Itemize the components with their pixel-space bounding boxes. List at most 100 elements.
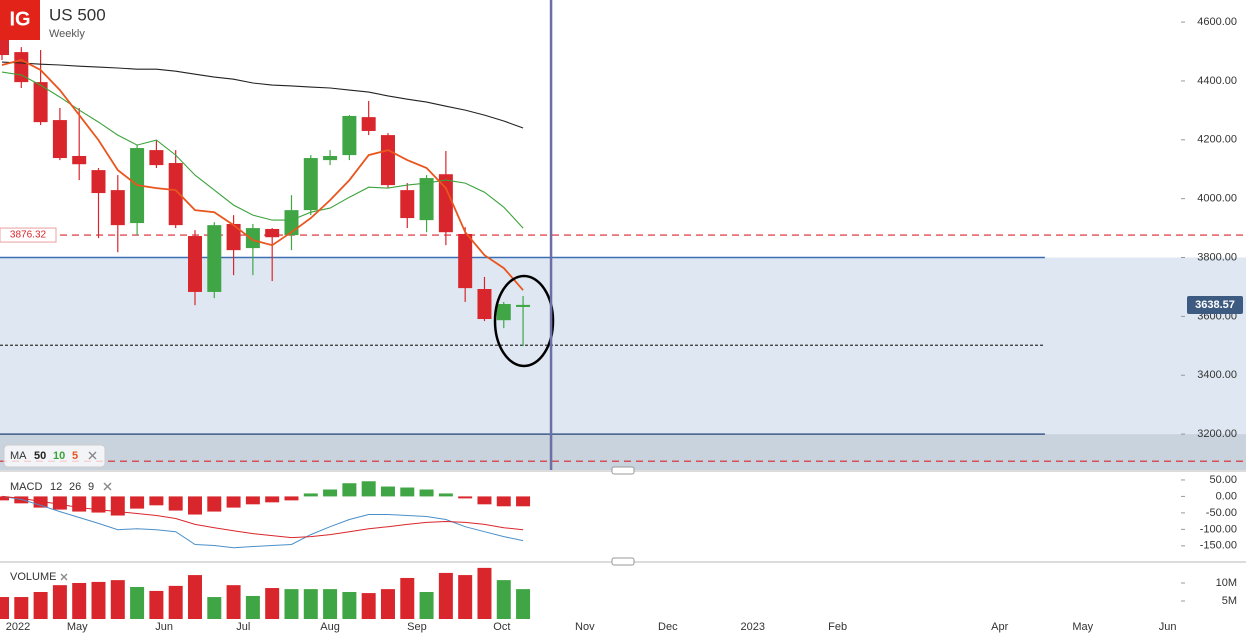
legend-label: VOLUME	[10, 571, 56, 583]
volume-bar	[361, 593, 376, 619]
macd-histogram-bar	[187, 496, 202, 515]
volume-bar	[380, 589, 395, 619]
macd-histogram-bar	[458, 496, 473, 499]
legend-parameter: 12	[50, 481, 62, 493]
macd-histogram-bar	[72, 496, 87, 512]
candle-body	[361, 117, 376, 131]
y-tick-label: 4000.00	[1197, 193, 1237, 205]
volume-bar	[91, 581, 106, 619]
macd-histogram-bar	[516, 496, 531, 507]
macd-histogram-bar	[380, 486, 395, 497]
candle-body	[400, 190, 415, 219]
macd-histogram-bar	[226, 496, 241, 508]
volume-bar	[477, 567, 492, 619]
y-tick-label: 10M	[1216, 577, 1237, 589]
level-label: 3876.32	[10, 230, 47, 241]
candle-body	[419, 178, 434, 221]
last-price-label: 3638.57	[1195, 299, 1235, 311]
macd-histogram-bar	[438, 493, 453, 497]
volume-bar	[110, 580, 125, 619]
macd-histogram-bar	[342, 483, 357, 497]
moving-average	[1, 61, 524, 129]
candle-body	[516, 304, 531, 307]
candle-body	[91, 170, 106, 194]
panel-handle[interactable]	[611, 557, 635, 566]
close-icon[interactable]	[60, 573, 68, 581]
legend-parameter: 9	[88, 481, 94, 493]
title: US 500	[49, 5, 106, 24]
level-label-box	[0, 227, 57, 243]
volume-bar	[149, 590, 164, 619]
macd-histogram-bar	[245, 496, 260, 505]
y-tick-label: 3800.00	[1197, 251, 1237, 263]
macd-histogram-bar	[303, 493, 318, 497]
background-layer: 3876.32	[0, 227, 1246, 470]
candle-body	[496, 304, 511, 321]
volume-bar	[284, 589, 299, 619]
legend-entry: 50	[34, 450, 46, 462]
macd-histogram-bar	[419, 489, 434, 497]
y-tick-label: 3400.00	[1197, 369, 1237, 381]
candle-body	[323, 155, 338, 161]
macd-histogram-bar	[284, 496, 299, 501]
legend-entry: 10	[53, 450, 65, 462]
volume-bar	[303, 589, 318, 619]
macd-histogram-bar	[149, 496, 164, 506]
macd-histogram-bar	[323, 489, 338, 497]
candle-body	[303, 158, 318, 211]
macd-histogram-bar	[33, 496, 48, 508]
volume-bar	[33, 592, 48, 619]
x-tick-label: Oct	[493, 621, 510, 633]
volume-bar	[226, 585, 241, 619]
macd-line	[1, 495, 524, 549]
legend-entry: 5	[72, 450, 78, 462]
volume-bar	[265, 588, 280, 619]
volume-bar	[516, 589, 531, 619]
macd-histogram-bar	[0, 496, 9, 501]
candle-body	[342, 115, 357, 156]
candle-body	[52, 120, 67, 159]
logo-box	[0, 0, 40, 40]
candle-body	[72, 155, 87, 165]
panel-handle[interactable]	[611, 466, 635, 475]
macd-histogram-bar	[477, 496, 492, 505]
x-tick-label: Jul	[236, 621, 250, 633]
candle-body	[438, 174, 453, 233]
macd-histogram-bar	[168, 496, 183, 511]
macd-histogram-bar	[207, 496, 222, 512]
macd-line	[1, 495, 524, 539]
volume-bar	[323, 589, 338, 619]
close-icon[interactable]	[88, 451, 97, 460]
legend-box	[3, 444, 106, 468]
volume-bar	[419, 592, 434, 619]
x-tick-label: 2022	[6, 621, 30, 633]
candle-body	[33, 82, 48, 123]
y-tick-label: 4400.00	[1197, 75, 1237, 87]
close-icon[interactable]	[103, 482, 112, 491]
candle-body	[245, 228, 260, 249]
x-tick-label: Apr	[991, 621, 1008, 633]
subtitle: Weekly	[49, 28, 85, 40]
candle-body	[0, 37, 9, 56]
volume-bar	[187, 575, 202, 619]
candle-body	[458, 233, 473, 289]
candle-body	[380, 135, 395, 186]
logo: IG	[9, 8, 30, 30]
x-tick-label: Jun	[1159, 621, 1177, 633]
volume-bar	[400, 577, 415, 619]
volume-bar	[72, 583, 87, 619]
volume-bar	[52, 585, 67, 619]
x-tick-label: Jun	[155, 621, 173, 633]
volume-bar	[168, 585, 183, 619]
volume-bar	[496, 580, 511, 619]
macd-histogram-bar	[130, 496, 145, 509]
x-tick-label: Sep	[407, 621, 427, 633]
x-tick-label: Nov	[575, 621, 595, 633]
legend-label: MACD	[10, 481, 42, 493]
y-tick-label: 3200.00	[1197, 428, 1237, 440]
y-tick-label: 5M	[1222, 595, 1237, 607]
y-tick-label: 50.00	[1209, 474, 1237, 486]
